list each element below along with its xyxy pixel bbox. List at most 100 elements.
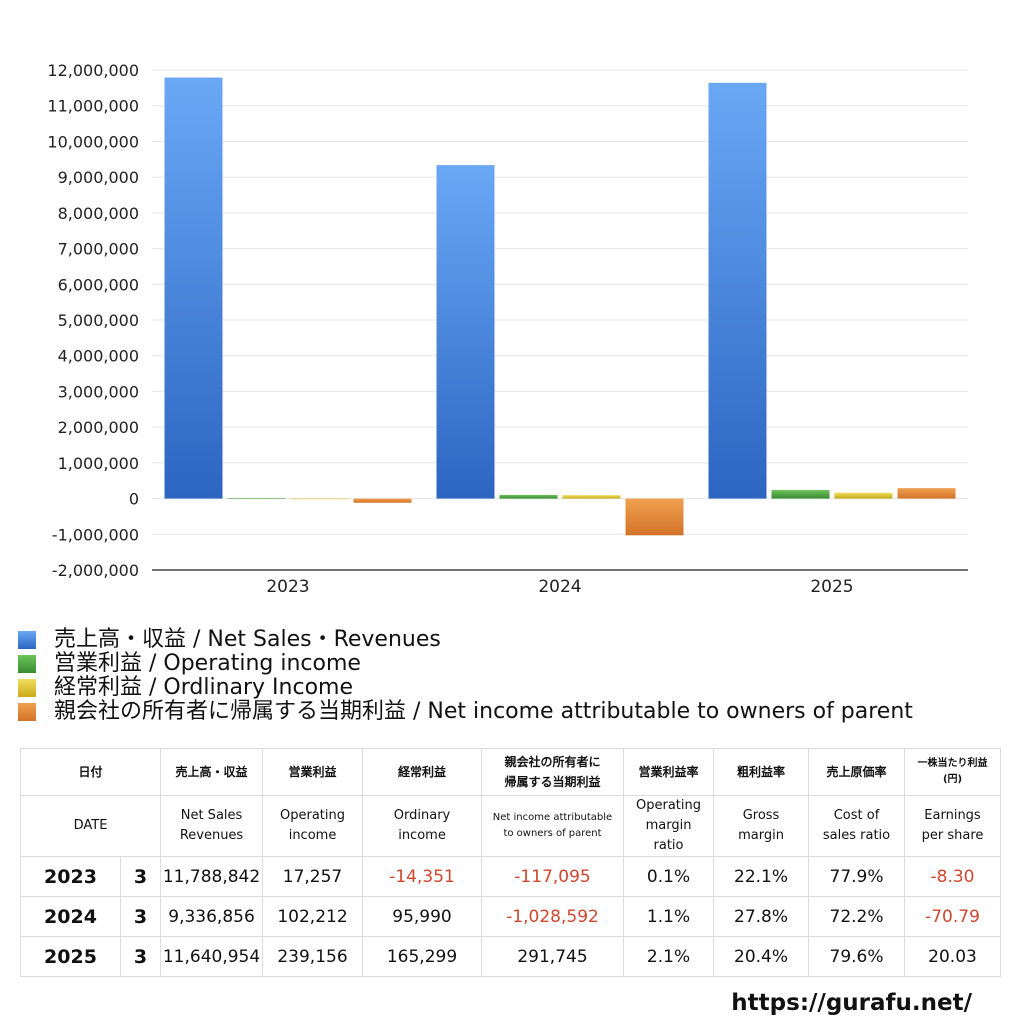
bar-2025-series-0 xyxy=(708,82,767,499)
cell-month: 3 xyxy=(119,896,162,937)
header-op-en-line2: income xyxy=(288,828,337,843)
bar-chart: -2,000,000 -1,000,000 0 1,000,000 2,000,000 3… xyxy=(47,61,968,597)
source-url[interactable]: https://gurafu.net/ xyxy=(731,990,972,1016)
y-tick-label: 10,000,000 xyxy=(47,132,139,151)
y-tick-label: 1,000,000 xyxy=(58,454,139,473)
header-ord-en-line1: Ordinary xyxy=(393,808,451,823)
table-row: 2024 3 9,336,856 102,212 95,990 -1,028,5… xyxy=(20,896,1002,937)
legend-item-net-income: 親会社の所有者に帰属する当期利益 / Net income attributab… xyxy=(18,700,913,724)
legend-swatch-ordinary xyxy=(18,679,36,697)
bar-2023-series-0 xyxy=(164,77,223,499)
bar-2024-series-2 xyxy=(562,495,621,499)
cell-opm: 0.1% xyxy=(623,856,715,897)
cell-eps: -70.79 xyxy=(904,896,1002,937)
header-cost-en: Cost of sales ratio xyxy=(808,795,906,857)
header-gross-jp: 粗利益率 xyxy=(713,748,810,796)
cell-year: 2025 xyxy=(20,936,121,977)
x-tick-label: 2025 xyxy=(810,577,853,597)
header-date-en: DATE xyxy=(19,795,162,857)
header-op-jp: 営業利益 xyxy=(262,748,364,796)
header-eps-en-line2: per share xyxy=(921,828,984,843)
header-opm-en: Operating margin ratio xyxy=(623,795,715,857)
cell-cost: 79.6% xyxy=(808,936,906,977)
bar-2025-series-3 xyxy=(897,488,956,499)
y-tick-label: -2,000,000 xyxy=(52,561,139,580)
cell-month: 3 xyxy=(119,856,162,897)
cell-year: 2024 xyxy=(20,896,121,937)
cell-sales: 11,640,954 xyxy=(160,936,264,977)
legend-label-net-income: 親会社の所有者に帰属する当期利益 / Net income attributab… xyxy=(54,699,913,724)
cell-sales: 11,788,842 xyxy=(160,856,264,897)
cell-opm: 1.1% xyxy=(623,896,715,937)
header-cost-en-line2: sales ratio xyxy=(822,828,891,843)
bar-2024-series-1 xyxy=(499,494,558,499)
legend-swatch-net-income xyxy=(18,703,36,721)
header-opm-en-line1: Operating xyxy=(636,798,702,813)
y-tick-label: 5,000,000 xyxy=(58,311,139,330)
bar-2024-series-0 xyxy=(436,165,495,499)
financial-table: 日付 売上高・収益 営業利益 経常利益 親会社の所有者に 帰属する当期利益 営業利… xyxy=(19,748,1002,977)
cell-ord: 165,299 xyxy=(362,936,483,977)
header-op-en-line1: Operating xyxy=(280,808,346,823)
legend-label-sales: 売上高・収益 / Net Sales・Revenues xyxy=(54,627,441,652)
legend-swatch-operating xyxy=(18,655,36,673)
bar-2025-series-1 xyxy=(771,490,830,499)
header-opm-en-line2: margin xyxy=(645,818,692,833)
legend-label-ordinary: 経常利益 / Ordlinary Income xyxy=(54,675,353,700)
header-sales-en-line2: Revenues xyxy=(179,828,244,843)
header-opm-jp: 営業利益率 xyxy=(623,748,715,796)
cell-op: 17,257 xyxy=(262,856,364,897)
legend-item-ordinary: 経常利益 / Ordlinary Income xyxy=(18,676,913,700)
cell-ord: 95,990 xyxy=(362,896,483,937)
header-sales-en: Net Sales Revenues xyxy=(160,795,264,857)
bar-2023-series-1 xyxy=(227,497,286,499)
table-row: 2023 3 11,788,842 17,257 -14,351 -117,09… xyxy=(20,856,1002,897)
header-ni-en-line2: to owners of parent xyxy=(503,828,602,839)
cell-ni: -117,095 xyxy=(481,856,625,897)
bar-2024-series-3 xyxy=(625,498,684,536)
table-header-jp: 日付 売上高・収益 営業利益 経常利益 親会社の所有者に 帰属する当期利益 営業利… xyxy=(19,748,1002,796)
cell-op: 102,212 xyxy=(262,896,364,937)
cell-year: 2023 xyxy=(20,856,121,897)
y-tick-label: 4,000,000 xyxy=(58,347,139,366)
header-cost-jp: 売上原価率 xyxy=(808,748,906,796)
header-sales-jp: 売上高・収益 xyxy=(160,748,264,796)
cell-cost: 72.2% xyxy=(808,896,906,937)
cell-cost: 77.9% xyxy=(808,856,906,897)
cell-ord: -14,351 xyxy=(362,856,483,897)
legend-swatch-sales xyxy=(18,631,36,649)
header-ord-en-line2: income xyxy=(398,828,446,843)
header-sales-en-line1: Net Sales xyxy=(180,808,243,823)
cell-gross: 27.8% xyxy=(713,896,810,937)
table-header-en: DATE Net Sales Revenues Operating income O… xyxy=(19,795,1002,857)
header-ni-en-line1: Net income attributable xyxy=(492,812,613,823)
cell-gross: 20.4% xyxy=(713,936,810,977)
y-tick-label: 9,000,000 xyxy=(58,168,139,187)
cell-sales: 9,336,856 xyxy=(160,896,264,937)
bar-2023-series-3 xyxy=(353,498,412,503)
header-date-jp: 日付 xyxy=(19,748,162,796)
y-tick-label: 11,000,000 xyxy=(47,97,139,116)
legend-item-sales: 売上高・収益 / Net Sales・Revenues xyxy=(18,628,913,652)
cell-gross: 22.1% xyxy=(713,856,810,897)
header-ni-jp: 親会社の所有者に 帰属する当期利益 xyxy=(481,748,625,796)
header-ord-jp: 経常利益 xyxy=(362,748,483,796)
y-tick-label: 2,000,000 xyxy=(58,418,139,437)
legend-item-operating: 営業利益 / Operating income xyxy=(18,652,913,676)
cell-opm: 2.1% xyxy=(623,936,715,977)
header-ni-jp-line1: 親会社の所有者に xyxy=(504,755,601,769)
y-tick-label: 6,000,000 xyxy=(58,275,139,294)
cell-eps: 20.03 xyxy=(904,936,1002,977)
y-tick-label: 12,000,000 xyxy=(47,61,139,80)
header-eps-en-line1: Earnings xyxy=(924,808,981,823)
y-tick-label: 7,000,000 xyxy=(58,240,139,259)
y-tick-label: 0 xyxy=(129,490,139,509)
table-row: 2025 3 11,640,954 239,156 165,299 291,74… xyxy=(20,936,1002,977)
header-gross-en-line2: margin xyxy=(738,828,784,843)
header-ord-en: Ordinary income xyxy=(362,795,483,857)
header-gross-en: Gross margin xyxy=(713,795,810,857)
legend-label-operating: 営業利益 / Operating income xyxy=(54,651,361,676)
header-op-en: Operating income xyxy=(262,795,364,857)
cell-ni: -1,028,592 xyxy=(481,896,625,937)
chart-legend: 売上高・収益 / Net Sales・Revenues 営業利益 / Opera… xyxy=(18,628,913,724)
